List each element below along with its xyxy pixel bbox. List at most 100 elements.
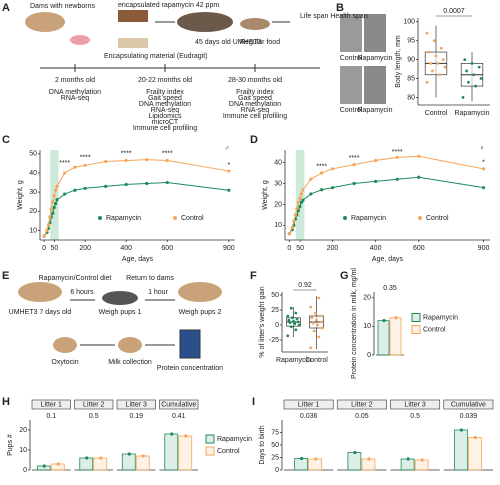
facet-title: Litter 2 (83, 401, 105, 408)
point (293, 322, 297, 326)
point (290, 225, 294, 230)
point (227, 188, 231, 192)
panel-letter: I (252, 396, 255, 408)
point (367, 457, 371, 461)
diagram-label: Regular food (240, 39, 280, 46)
point (481, 167, 486, 171)
y-tick-label: 25 (271, 307, 279, 314)
y-axis-label: Protein concentration in milk, mg/ml (351, 268, 358, 379)
timeline-age: 2 months old (55, 77, 95, 84)
assay: RNA-seq (241, 107, 270, 114)
point (309, 192, 313, 196)
point (54, 202, 58, 206)
point (299, 192, 303, 196)
legend-label: Control (426, 215, 449, 222)
point (286, 334, 290, 338)
assay: Immune cell profiling (133, 125, 197, 132)
significance: * (227, 162, 230, 169)
photo-label: Rapamycin (357, 107, 392, 114)
y-tick-label: 0 (275, 322, 279, 329)
point (459, 428, 463, 432)
diagram-label: 45 days old UMHET3 (195, 39, 262, 46)
x-tick-label: Rapamycin (276, 357, 311, 364)
significance: **** (162, 151, 173, 158)
x-tick-label: 400 (120, 245, 132, 252)
x-tick-label: 900 (223, 245, 235, 252)
point (51, 211, 55, 215)
y-tick-label: -25 (269, 337, 279, 344)
point (440, 46, 443, 50)
series-line (43, 182, 229, 237)
y-tick-label: 0 (367, 352, 371, 359)
bar (361, 458, 376, 471)
photo-label: Rapamycin (357, 55, 392, 62)
bar (467, 437, 482, 471)
legend-label: Control (217, 448, 240, 455)
p-value: 0.41 (172, 413, 186, 420)
point (294, 328, 298, 332)
panel-letter: E (2, 270, 9, 282)
point (56, 462, 60, 466)
point (293, 213, 297, 217)
y-tick-label: 40 (274, 159, 282, 166)
y-axis-label: Days to birth (259, 425, 266, 464)
assay: DNA methylation (139, 101, 191, 108)
point (441, 58, 445, 62)
photo-label: Control (340, 107, 363, 114)
p-value: 0.19 (129, 413, 143, 420)
point (49, 207, 53, 211)
assay: Gait speed (238, 95, 272, 102)
point (473, 435, 477, 440)
facet-title: Litter 1 (41, 401, 63, 408)
facet-title: Litter 3 (404, 401, 426, 408)
point (434, 54, 438, 58)
sex-symbol: ♂ (224, 145, 229, 152)
legend-label: Rapamycin (351, 215, 386, 222)
x-tick-label: Rapamycin (454, 110, 489, 117)
y-axis-label: Weight, g (262, 180, 269, 210)
point (165, 158, 169, 163)
facet-title: Litter 1 (298, 401, 320, 408)
diagram-label: 6 hours (70, 289, 94, 296)
legend-swatch (343, 216, 347, 220)
point (311, 321, 315, 325)
highlight (295, 150, 305, 240)
series-line (288, 176, 484, 235)
point (227, 169, 231, 173)
point (104, 159, 108, 164)
point (145, 157, 149, 162)
y-tick-label: 0 (23, 467, 27, 474)
legend-swatch (173, 216, 177, 220)
point (292, 320, 295, 323)
point (288, 321, 292, 324)
point (124, 182, 128, 187)
x-tick-label: 400 (370, 245, 382, 252)
point (315, 318, 318, 322)
y-axis-label: Body length, mm (395, 35, 402, 88)
panel-letter: G (340, 270, 349, 282)
p-value: 0.05 (355, 413, 369, 420)
panel-letter: F (250, 270, 257, 282)
y-tick-label: 90 (407, 56, 415, 63)
point (46, 223, 51, 227)
y-tick-label: 75 (271, 429, 279, 436)
bar (389, 317, 402, 356)
facet-title: Cumulative (161, 401, 196, 408)
point (54, 188, 58, 192)
point (467, 80, 470, 84)
bar (294, 458, 309, 471)
bar (164, 433, 179, 471)
point (287, 318, 291, 322)
point (352, 181, 356, 186)
point (42, 464, 46, 468)
p-value: 0.5 (89, 413, 99, 420)
bar (135, 455, 150, 471)
bar (400, 458, 415, 471)
point (320, 188, 324, 192)
point (317, 335, 321, 339)
point (314, 457, 318, 461)
strip (390, 399, 441, 410)
y-axis-label: Weight, g (17, 180, 24, 210)
point (432, 39, 436, 43)
point (310, 316, 314, 320)
